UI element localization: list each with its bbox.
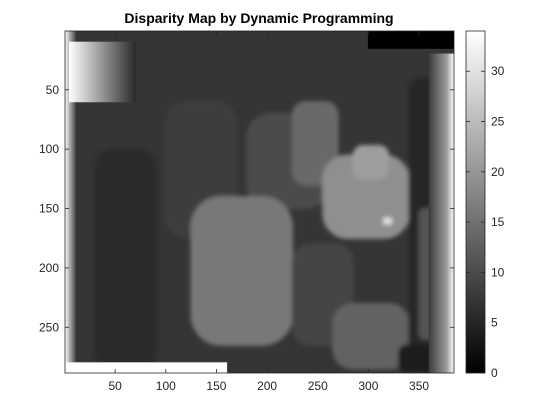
heatmap-plot (65, 31, 454, 373)
y-tick-label: 100 (39, 142, 59, 156)
colorbar-tick-label: 30 (491, 64, 505, 78)
x-tick-label: 150 (206, 379, 226, 393)
x-tick-label: 200 (257, 379, 277, 393)
region-left-dark-column (94, 148, 157, 373)
region-upper-object (291, 101, 339, 186)
x-tick-label: 350 (409, 379, 429, 393)
axes-box (64, 30, 455, 374)
y-axis-ticks: 50 100 150 200 250 (39, 83, 454, 334)
x-tick-label: 50 (108, 379, 122, 393)
region-large-left-object (190, 196, 293, 346)
colorbar-tick-label: 20 (491, 165, 505, 179)
top-left-gradient (69, 41, 136, 103)
colorbar-tick-label: 5 (491, 316, 498, 330)
colorbar-gradient (465, 30, 486, 374)
left-edge-gradient (65, 31, 78, 373)
region-bright-object-top (352, 145, 390, 180)
colorbar-ticks: 0 5 10 15 20 25 30 (466, 64, 505, 380)
colorbar-tick-label: 10 (491, 265, 505, 279)
colorbar-tick-label: 15 (491, 215, 505, 229)
top-right-black-band (367, 31, 454, 49)
y-tick-label: 150 (39, 202, 59, 216)
y-tick-label: 200 (39, 261, 59, 275)
colorbar-tick-label: 25 (491, 115, 505, 129)
x-axis-ticks: 50 100 150 200 250 300 350 (108, 31, 429, 393)
colorbar: 0 5 10 15 20 25 30 (465, 30, 505, 380)
y-tick-label: 250 (39, 320, 59, 334)
right-edge-gradient (428, 53, 454, 373)
x-tick-label: 300 (358, 379, 378, 393)
chart-title: Disparity Map by Dynamic Programming (124, 10, 393, 26)
x-tick-label: 100 (156, 379, 176, 393)
x-tick-label: 250 (308, 379, 328, 393)
region-highlight (383, 217, 393, 225)
colorbar-tick-label: 0 (491, 366, 498, 380)
region-lower-mid-light (332, 302, 410, 370)
y-tick-label: 50 (46, 83, 60, 97)
bottom-left-white-band (65, 362, 228, 373)
